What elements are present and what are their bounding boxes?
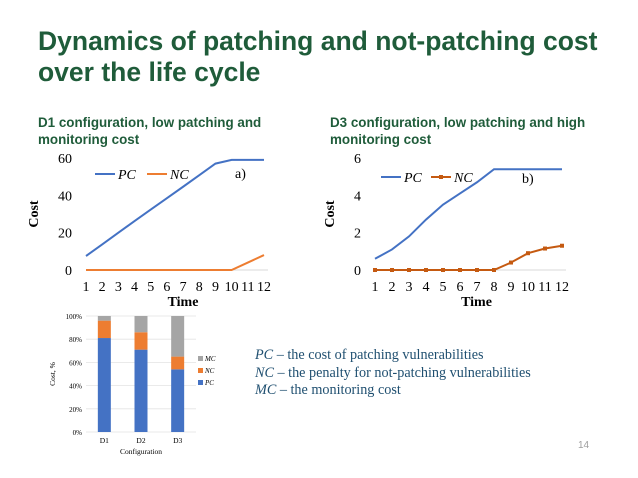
chart-c-legend-label-pc: PC	[204, 379, 214, 387]
chart-c-x-tick-label: D3	[173, 436, 182, 445]
chart-c-y-tick-label: 60%	[69, 359, 82, 367]
chart-a-x-tick-label: 11	[241, 280, 254, 295]
definition-mc-abbr: MC	[255, 382, 277, 398]
chart-b-series-nc-point	[543, 246, 547, 251]
chart-a-y-tick-label: 20	[58, 227, 72, 242]
chart-c-bar-d1-mc	[97, 316, 111, 321]
chart-b-series-nc-point	[526, 251, 530, 256]
chart-b-x-tick-label: 8	[491, 280, 498, 295]
chart-c-bar-d3-pc	[171, 369, 185, 432]
chart-b-y-tick-label: 0	[354, 264, 361, 279]
chart-b-series-pc-line	[374, 168, 562, 260]
chart-b-series-nc-point	[373, 268, 377, 272]
chart-b-legend-label-nc: NC	[453, 171, 473, 186]
chart-a-legend-label-pc: PC	[117, 168, 137, 183]
definition-pc: PC – the cost of patching vulnerabilitie…	[255, 347, 531, 365]
chart-c-y-tick-label: 20%	[69, 406, 82, 414]
chart-b-x-tick-label: 2	[389, 280, 396, 295]
chart-b-series-nc-point	[458, 268, 462, 272]
chart-a-legend-label-nc: NC	[169, 168, 189, 183]
chart-c-y-tick-label: 100%	[66, 313, 83, 321]
chart-c-legend-label-mc: MC	[204, 355, 216, 363]
chart-b-series-nc-point	[441, 268, 445, 272]
chart-b-legend-label-pc: PC	[403, 171, 423, 186]
chart-c-y-tick-label: 40%	[69, 383, 82, 391]
chart-b-legend-marker-nc	[439, 175, 443, 179]
chart-a-y-tick-label: 0	[65, 264, 72, 279]
chart-c-x-tick-label: D2	[136, 436, 145, 445]
chart-c-x-axis-label: Configuration	[120, 447, 162, 456]
chart-a-panel-label: a)	[235, 167, 246, 182]
chart-c-y-axis-label: Cost, %	[48, 362, 57, 386]
chart-a-title: D1 configuration, low patching and monit…	[38, 115, 262, 147]
chart-b-x-tick-label: 7	[474, 280, 481, 295]
chart-a-x-tick-label: 12	[257, 280, 271, 295]
chart-a-x-tick-label: 10	[225, 280, 239, 295]
chart-a-x-tick-label: 2	[99, 280, 106, 295]
chart-b-x-axis-label: Time	[461, 295, 492, 310]
chart-c-bar-d3-mc	[171, 316, 185, 357]
chart-b-x-tick-label: 11	[538, 280, 551, 295]
chart-c-y-tick-label: 0%	[73, 429, 83, 437]
definition-nc: NC – the penalty for not-patching vulner…	[255, 365, 531, 383]
chart-c-bar-d3-nc	[171, 356, 185, 370]
chart-a-x-tick-label: 6	[163, 280, 170, 295]
definition-pc-text: – the cost of patching vulnerabilities	[273, 347, 484, 363]
chart-c-y-tick-label: 80%	[69, 336, 82, 344]
chart-c-bar-d1-pc	[97, 338, 111, 432]
chart-b-panel-label: b)	[522, 172, 534, 187]
chart-a-y-tick-label: 40	[58, 189, 72, 204]
chart-b-series-nc-point	[509, 260, 513, 265]
chart-a-x-axis-label: Time	[168, 295, 199, 310]
definition-nc-text: – the penalty for not-patching vulnerabi…	[273, 364, 531, 381]
page-number: 14	[578, 440, 590, 451]
chart-b-x-tick-label: 3	[406, 280, 413, 295]
chart-c-bar-d2-mc	[134, 316, 148, 333]
definitions-list: PC – the cost of patching vulnerabilitie…	[255, 347, 531, 400]
chart-a-series-nc-line	[86, 254, 265, 271]
chart-a-x-tick-label: 4	[131, 280, 138, 295]
chart-b-x-tick-label: 1	[372, 280, 379, 295]
chart-a-x-tick-label: 8	[196, 280, 203, 295]
chart-b-y-tick-label: 2	[354, 227, 361, 242]
chart-b-series-nc-point	[475, 268, 479, 272]
chart-a-x-tick-label: 5	[147, 280, 154, 295]
definition-pc-abbr: PC	[255, 347, 274, 363]
chart-a-x-tick-label: 1	[83, 280, 90, 295]
chart-c-legend-swatch-pc	[198, 380, 203, 385]
chart-c-legend-label-nc: NC	[204, 367, 215, 375]
chart-a-x-tick-label: 3	[115, 280, 122, 295]
chart-b-x-tick-label: 9	[508, 280, 515, 295]
chart-c-legend-swatch-nc	[198, 368, 203, 373]
chart-b-x-tick-label: 12	[555, 280, 569, 295]
chart-b-series-nc-point	[407, 268, 411, 272]
chart-a-y-tick-label: 60	[58, 152, 72, 167]
chart-b-x-tick-label: 6	[457, 280, 464, 295]
chart-c-bar-d1-nc	[97, 320, 111, 339]
definition-mc: MC – the monitoring cost	[255, 382, 531, 400]
chart-b-series-nc-point	[390, 268, 394, 272]
chart-a-y-axis-label: Cost	[27, 200, 42, 228]
chart-b-y-axis-label: Cost	[323, 200, 338, 228]
chart-b-title: D3 configuration, low patching and high …	[330, 115, 586, 147]
chart-b-x-tick-label: 4	[423, 280, 430, 295]
chart-b-series-nc-point	[492, 268, 496, 272]
chart-c-bar-d2-pc	[134, 349, 148, 432]
chart-c-legend-swatch-mc	[198, 356, 203, 361]
chart-c-bar-d2-nc	[134, 332, 148, 350]
chart-c-x-tick-label: D1	[100, 436, 109, 445]
chart-a-series-pc-line	[85, 158, 264, 257]
slide-title: Dynamics of patching and not-patching co…	[38, 26, 598, 87]
definition-mc-text: – the monitoring cost	[276, 382, 401, 398]
chart-b-y-tick-label: 6	[354, 152, 361, 167]
definition-nc-abbr: NC	[255, 364, 274, 381]
chart-b-series-nc-point	[424, 268, 428, 272]
chart-a-x-tick-label: 7	[180, 280, 187, 295]
chart-a-x-tick-label: 9	[212, 280, 219, 295]
chart-b-x-tick-label: 5	[440, 280, 447, 295]
chart-b-series-nc-line	[375, 244, 563, 271]
chart-b-series-nc-point	[560, 243, 564, 248]
chart-b-x-tick-label: 10	[521, 280, 535, 295]
chart-b-y-tick-label: 4	[354, 189, 361, 204]
